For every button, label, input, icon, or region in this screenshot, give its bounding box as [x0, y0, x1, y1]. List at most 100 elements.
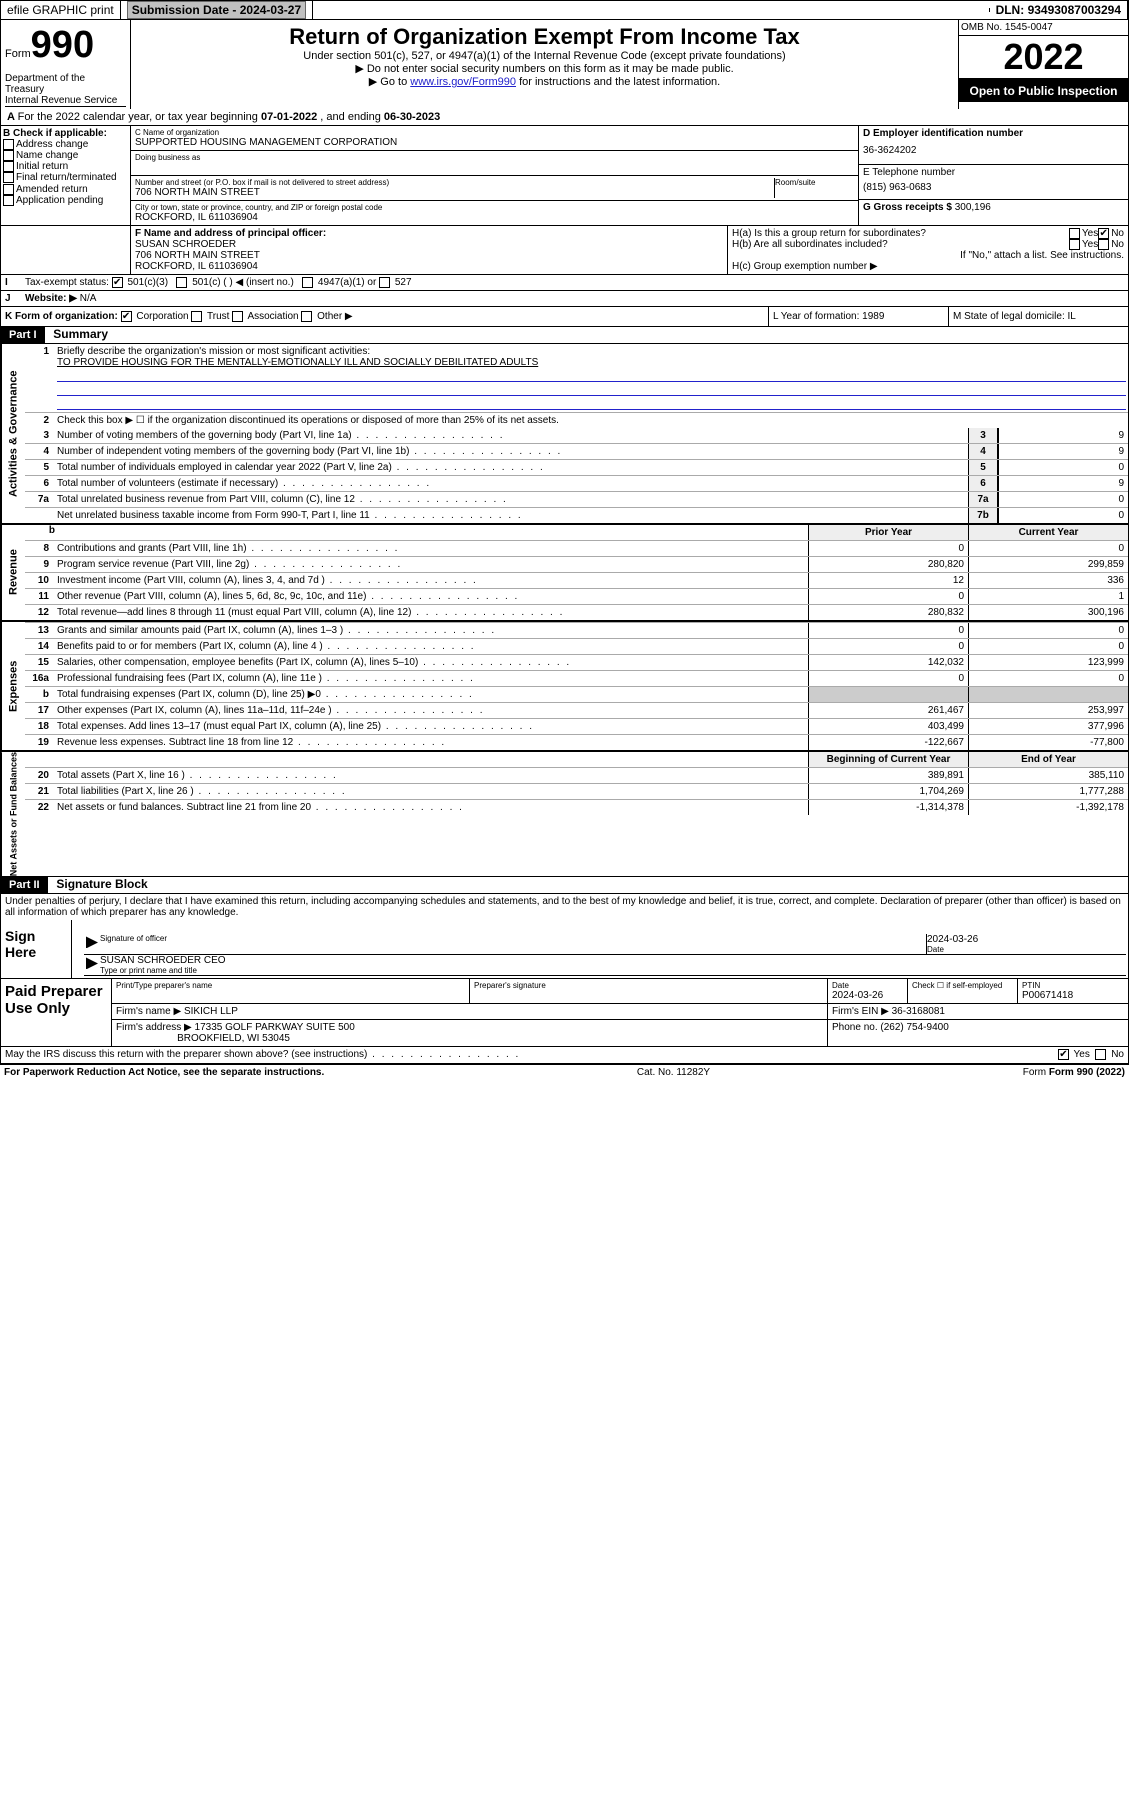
dept-treasury: Department of the Treasury: [5, 73, 126, 95]
boxC-room-label: Room/suite: [775, 178, 854, 187]
footer-pra: For Paperwork Reduction Act Notice, see …: [4, 1067, 324, 1078]
chk-address[interactable]: Address change: [3, 139, 128, 150]
chk-trust[interactable]: [191, 311, 202, 322]
chk-corp[interactable]: [121, 311, 132, 322]
row-prior: 12: [808, 573, 968, 588]
lineA-mid: , and ending: [317, 111, 384, 123]
chk-hb-no[interactable]: [1098, 239, 1109, 250]
row-num: 16a: [25, 671, 55, 686]
data-row: 19 Revenue less expenses. Subtract line …: [25, 734, 1128, 750]
gov-row: 6 Total number of volunteers (estimate i…: [25, 475, 1128, 491]
pp-name-label: Print/Type preparer's name: [116, 981, 465, 990]
lineA-end: 06-30-2023: [384, 111, 440, 123]
tax-year: 2022: [959, 36, 1128, 80]
hb-no: No: [1111, 239, 1124, 250]
chk-name[interactable]: Name change: [3, 150, 128, 161]
discuss-no: No: [1111, 1050, 1124, 1061]
row-val: 9: [998, 428, 1128, 443]
chk-assoc[interactable]: [232, 311, 243, 322]
row-num: 19: [25, 735, 55, 750]
omb-number: OMB No. 1545-0047: [959, 20, 1128, 36]
subtitle-2: ▶ Do not enter social security numbers o…: [135, 62, 954, 75]
other-label: Other ▶: [317, 311, 352, 322]
year-formation: 1989: [862, 311, 884, 322]
gross-receipts: 300,196: [955, 202, 991, 213]
firm-addr: 17335 GOLF PARKWAY SUITE 500: [195, 1022, 355, 1033]
row-num: 4: [25, 444, 55, 459]
chk-pending[interactable]: Application pending: [3, 195, 128, 206]
chk-address-label: Address change: [16, 139, 88, 150]
row-desc: Benefits paid to or for members (Part IX…: [55, 639, 808, 654]
boxB-label: B Check if applicable:: [3, 128, 107, 139]
row-prior: 0: [808, 589, 968, 604]
form990-link[interactable]: www.irs.gov/Form990: [410, 76, 516, 88]
form-title: Return of Organization Exempt From Incom…: [135, 24, 954, 50]
box-c: C Name of organization SUPPORTED HOUSING…: [131, 126, 858, 225]
row-curr: 123,999: [968, 655, 1128, 670]
chk-discuss-no[interactable]: [1095, 1049, 1106, 1060]
row-curr: 299,859: [968, 557, 1128, 572]
row-num: 3: [25, 428, 55, 443]
row-box: 4: [968, 444, 998, 459]
boxH-a: H(a) Is this a group return for subordin…: [732, 228, 1069, 239]
paid-preparer: Paid Preparer Use Only Print/Type prepar…: [1, 978, 1128, 1046]
chk-amended-label: Amended return: [16, 184, 88, 195]
chk-amended[interactable]: Amended return: [3, 184, 128, 195]
data-row: 11 Other revenue (Part VIII, column (A),…: [25, 588, 1128, 604]
ein-value: 36-3624202: [863, 139, 1124, 162]
chk-501c[interactable]: [176, 277, 187, 288]
data-row: 18 Total expenses. Add lines 13–17 (must…: [25, 718, 1128, 734]
row-curr: 0: [968, 639, 1128, 654]
website-value: N/A: [80, 293, 97, 304]
row-desc: Total assets (Part X, line 16 ): [55, 768, 808, 783]
row-num: b: [25, 687, 55, 702]
vtab-revenue: Revenue: [1, 525, 25, 620]
hb-yes: Yes: [1082, 239, 1098, 250]
chk-discuss-yes[interactable]: [1058, 1049, 1069, 1060]
chk-final[interactable]: Final return/terminated: [3, 172, 128, 183]
row-prior: 0: [808, 623, 968, 638]
chk-ha-no[interactable]: [1098, 228, 1109, 239]
chk-501c3[interactable]: [112, 277, 123, 288]
signature-block: Sign Here Signature of officer 2024-03-2…: [0, 920, 1129, 1063]
pp-check-label: Check ☐ if self-employed: [912, 981, 1013, 990]
row-num: 10: [25, 573, 55, 588]
row-prior: 280,832: [808, 605, 968, 620]
expenses-section: 13 Grants and similar amounts paid (Part…: [25, 622, 1128, 750]
row-desc: Program service revenue (Part VIII, line…: [55, 557, 808, 572]
footer-form-pre: Form: [1023, 1067, 1049, 1078]
row-prior: 403,499: [808, 719, 968, 734]
arrow-icon: [86, 936, 98, 948]
boxG-label: G Gross receipts $: [863, 202, 955, 213]
row-num: 18: [25, 719, 55, 734]
dept-block: Department of the Treasury Internal Reve…: [1, 71, 131, 109]
hdr2-prior: Beginning of Current Year: [808, 752, 968, 767]
row-prior: [808, 687, 968, 702]
subtitle-1: Under section 501(c), 527, or 4947(a)(1)…: [135, 50, 954, 62]
governance-section: 1 Briefly describe the organization's mi…: [25, 344, 1128, 523]
chk-ha-yes[interactable]: [1069, 228, 1080, 239]
sign-here-label: Sign Here: [1, 920, 71, 978]
row-num: 9: [25, 557, 55, 572]
row-desc: Net assets or fund balances. Subtract li…: [55, 800, 808, 815]
submission-date-button[interactable]: Submission Date - 2024-03-27: [127, 1, 306, 19]
chk-527[interactable]: [379, 277, 390, 288]
row-curr: 385,110: [968, 768, 1128, 783]
boxC-name-label: C Name of organization: [135, 128, 854, 137]
chk-initial[interactable]: Initial return: [3, 161, 128, 172]
row-curr: 300,196: [968, 605, 1128, 620]
pp-sig-label: Preparer's signature: [474, 981, 823, 990]
row-prior: 142,032: [808, 655, 968, 670]
spacer-fh: [1, 226, 131, 274]
revenue-section: bPrior YearCurrent Year 8 Contributions …: [25, 525, 1128, 620]
chk-other[interactable]: [301, 311, 312, 322]
chk-hb-yes[interactable]: [1069, 239, 1080, 250]
dln-label: DLN:: [996, 3, 1028, 17]
chk-4947[interactable]: [302, 277, 313, 288]
box-b: B Check if applicable: Address change Na…: [1, 126, 131, 225]
data-row: 20 Total assets (Part X, line 16 ) 389,8…: [25, 767, 1128, 783]
vtab-governance: Activities & Governance: [1, 344, 25, 523]
efile-text: efile GRAPHIC print: [7, 3, 114, 17]
row-curr: 0: [968, 623, 1128, 638]
phone-value: (815) 963-0683: [863, 178, 1124, 197]
